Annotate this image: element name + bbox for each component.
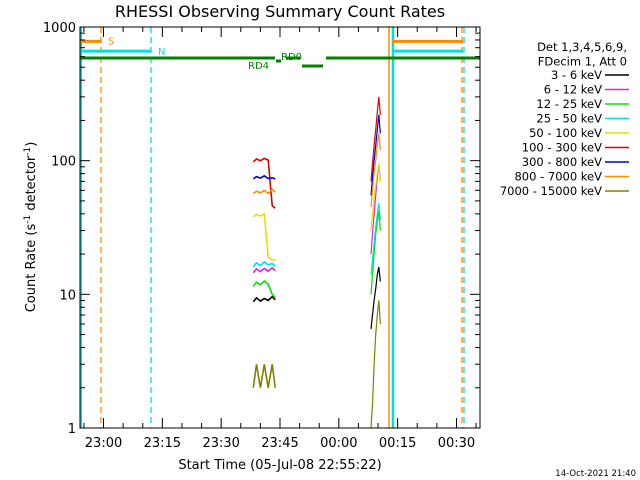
series-2 [252, 210, 381, 298]
y-label-exponent-1: -1 [23, 215, 33, 224]
y-label-end: ) [24, 142, 39, 147]
x-tick-label: 00:30 [438, 436, 475, 451]
legend-entry-label: 300 - 800 keV [522, 155, 602, 169]
series-0 [252, 266, 381, 330]
series-5 [252, 96, 381, 209]
x-tick-label: 00:15 [379, 436, 416, 451]
series-5-segment-2 [370, 96, 381, 182]
series-8 [252, 300, 381, 429]
series-1-segment-1 [252, 266, 276, 274]
legend-entry-label: 6 - 12 keV [544, 83, 602, 97]
series-6 [252, 114, 381, 196]
series-8-segment-2 [370, 300, 381, 429]
event-markers: S N RD0 RD4 [80, 27, 480, 428]
y-tick-label: 100 [51, 155, 76, 170]
series-0-segment-2 [370, 266, 381, 330]
legend-entry-label: 12 - 25 keV [536, 97, 602, 111]
legend-header-line: FDecim 1, Att 0 [538, 55, 627, 69]
y-label-exponent-2: -1 [23, 147, 33, 156]
x-tick-label: 23:45 [261, 436, 298, 451]
x-axis-label: Start Time (05-Jul-08 22:55:22) [178, 458, 381, 473]
chart-title: RHESSI Observing Summary Count Rates [115, 2, 445, 21]
y-label-middle: detector [24, 155, 39, 215]
series-3 [252, 203, 381, 275]
y-tick-label: 1 [68, 422, 76, 437]
night-flag-label: N [158, 47, 165, 58]
series-4-segment-2 [370, 163, 381, 231]
series-3-segment-1 [252, 260, 276, 268]
series-3-segment-2 [370, 203, 381, 275]
saa-flag-label: S [108, 36, 114, 47]
series-0-segment-1 [252, 295, 276, 303]
legend-entry-label: 100 - 300 keV [522, 141, 602, 155]
data-series [252, 96, 381, 429]
series-5-segment-1 [252, 157, 276, 209]
x-axis: 23:00 23:15 23:30 23:45 00:00 00:15 00:30 [83, 27, 477, 451]
x-tick-label: 00:00 [320, 436, 357, 451]
legend-entry-label: 800 - 7000 keV [514, 170, 602, 184]
orbit-label-rd4: RD4 [248, 61, 269, 72]
legend-entry-label: 3 - 6 keV [551, 68, 602, 82]
x-tick-label: 23:00 [85, 436, 122, 451]
series-6-segment-2 [370, 114, 381, 196]
y-label-start: Count Rate (s [24, 224, 39, 313]
series-7-segment-1 [252, 188, 276, 195]
legend-entry-label: 7000 - 15000 keV [500, 184, 602, 198]
series-2-segment-2 [370, 210, 381, 295]
series-7 [252, 133, 381, 208]
legend-entry-label: 25 - 50 keV [536, 112, 602, 126]
legend: Det 1,3,4,5,6,9,FDecim 1, Att 03 - 6 keV… [500, 40, 629, 198]
orbit-label-rd0: RD0 [281, 52, 302, 63]
series-2-segment-1 [252, 279, 276, 298]
series-4 [252, 163, 381, 261]
y-axis: 1 10 100 1000 [43, 21, 480, 437]
series-8-segment-1 [252, 364, 277, 388]
series-7-segment-2 [370, 133, 381, 208]
legend-header-line: Det 1,3,4,5,6,9, [537, 40, 627, 54]
series-6-segment-1 [252, 174, 276, 180]
x-tick-label: 23:15 [144, 436, 181, 451]
timestamp: 14-Oct-2021 21:40 [555, 469, 636, 479]
y-tick-label: 10 [59, 288, 76, 303]
legend-entry-label: 50 - 100 keV [529, 126, 602, 140]
y-tick-label: 1000 [43, 21, 76, 36]
y-axis-label: Count Rate (s-1 detector-1) [23, 142, 39, 313]
series-4-segment-1 [252, 212, 276, 261]
x-tick-label: 23:30 [202, 436, 239, 451]
